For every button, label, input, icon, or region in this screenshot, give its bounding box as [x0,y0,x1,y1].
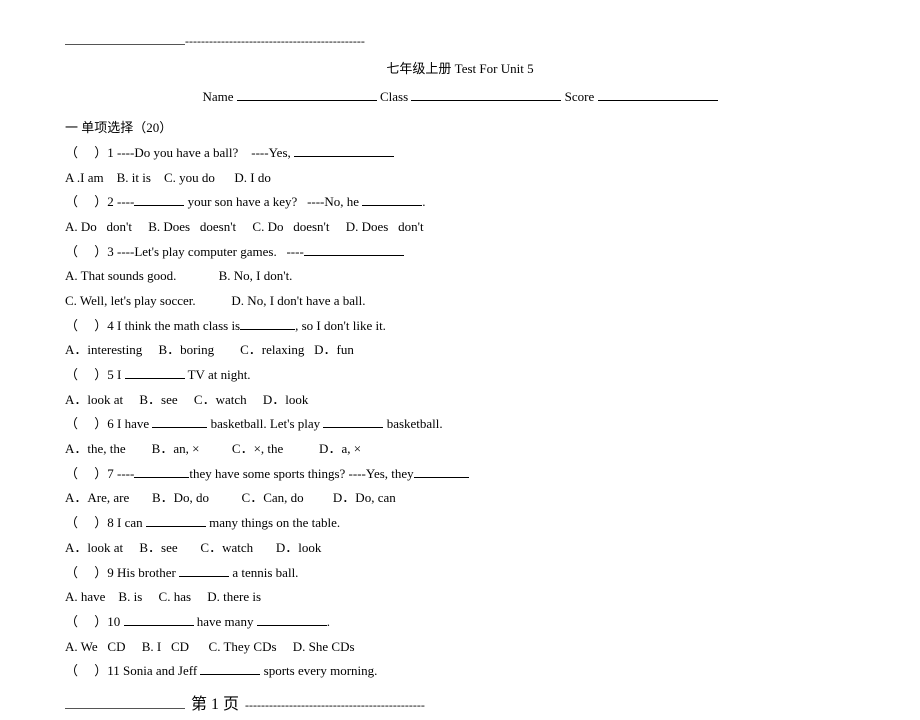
q7-text-a: （ ）7 ---- [65,466,134,481]
name-blank[interactable] [237,88,377,101]
q9-options: A. have B. is C. has D. there is [65,585,855,610]
q1-options: A .I am B. it is C. you do D. I do [65,166,855,191]
q8-options: A．look at B．see C．watch D．look [65,536,855,561]
q10-text-a: （ ）10 [65,614,124,629]
q1-text: （ ）1 ----Do you have a ball? ----Yes, [65,145,291,160]
top-rule-segment [65,35,185,45]
q1-blank[interactable] [294,144,394,157]
page-number: 第 1 页 [185,690,245,720]
bottom-rule: 第 1 页 ----------------------------------… [65,690,855,720]
q4-text-a: （ ）4 I think the math class is [65,318,240,333]
q2-blank-2[interactable] [362,193,422,206]
q7-text-b: they have some sports things? ----Yes, t… [189,466,413,481]
q4-stem: （ ）4 I think the math class is , so I don… [65,314,855,339]
content: 一 单项选择（20） （ ）1 ----Do you have a ball? … [65,116,855,684]
q6-blank-2[interactable] [323,415,383,428]
q10-options: A. We CD B. I CD C. They CDs D. She CDs [65,635,855,660]
q11-text-b: sports every morning. [260,663,377,678]
q1-stem: （ ）1 ----Do you have a ball? ----Yes, [65,141,855,166]
q11-blank[interactable] [200,662,260,675]
q4-options: A．interesting B．boring C．relaxing D．fun [65,338,855,363]
q5-options: A．look at B．see C．watch D．look [65,388,855,413]
q6-text-a: （ ）6 I have [65,416,152,431]
q6-options: A．the, the B．an, × C．×, the D．a, × [65,437,855,462]
bottom-dashes: ----------------------------------------… [245,694,425,717]
top-dashes: ----------------------------------------… [185,30,365,53]
q9-blank[interactable] [179,564,229,577]
q2-text-c: . [422,194,425,209]
q3-stem: （ ）3 ----Let's play computer games. ---- [65,240,855,265]
q10-text-c: . [327,614,330,629]
q2-options: A. Do don't B. Does doesn't C. Do doesn'… [65,215,855,240]
q3-options-1: A. That sounds good. B. No, I don't. [65,264,855,289]
q7-stem: （ ）7 ---- they have some sports things? -… [65,462,855,487]
q10-stem: （ ）10 have many . [65,610,855,635]
q8-stem: （ ）8 I can many things on the table. [65,511,855,536]
q10-text-b: have many [194,614,257,629]
q2-stem: （ ）2 ---- your son have a key? ----No, h… [65,190,855,215]
q10-blank-2[interactable] [257,613,327,626]
q2-blank-1[interactable] [134,193,184,206]
q5-blank[interactable] [125,366,185,379]
q6-blank-1[interactable] [152,415,207,428]
q5-text-a: （ ）5 I [65,367,125,382]
q11-stem: （ ）11 Sonia and Jeff sports every mornin… [65,659,855,684]
q2-text-a: （ ）2 ---- [65,194,134,209]
q3-text: （ ）3 ----Let's play computer games. ---- [65,244,304,259]
q5-text-b: TV at night. [185,367,251,382]
q8-text-b: many things on the table. [206,515,340,530]
q6-text-b: basketball. Let's play [207,416,323,431]
q10-blank-1[interactable] [124,613,194,626]
q5-stem: （ ）5 I TV at night. [65,363,855,388]
q9-text-b: a tennis ball. [229,565,298,580]
q4-text-b: , so I don't like it. [295,318,386,333]
q9-stem: （ ）9 His brother a tennis ball. [65,561,855,586]
name-label: Name [202,89,233,104]
q7-options: A．Are, are B．Do, do C．Can, do D．Do, can [65,486,855,511]
name-class-score-line: Name Class Score [65,85,855,110]
q7-blank-2[interactable] [414,465,469,478]
class-blank[interactable] [411,88,561,101]
q9-text-a: （ ）9 His brother [65,565,179,580]
section-heading: 一 单项选择（20） [65,116,855,141]
class-label: Class [380,89,408,104]
q2-text-b: your son have a key? ----No, he [184,194,362,209]
test-title: 七年级上册 Test For Unit 5 [65,57,855,82]
q8-text-a: （ ）8 I can [65,515,146,530]
q6-text-c: basketball. [383,416,442,431]
q3-options-2: C. Well, let's play soccer. D. No, I don… [65,289,855,314]
q3-blank[interactable] [304,243,404,256]
q4-blank[interactable] [240,317,295,330]
score-blank[interactable] [598,88,718,101]
q7-blank-1[interactable] [134,465,189,478]
q11-text-a: （ ）11 Sonia and Jeff [65,663,200,678]
top-rule: ----------------------------------------… [65,30,855,53]
q6-stem: （ ）6 I have basketball. Let's play baske… [65,412,855,437]
score-label: Score [565,89,595,104]
q8-blank[interactable] [146,514,206,527]
bottom-rule-segment [65,699,185,709]
